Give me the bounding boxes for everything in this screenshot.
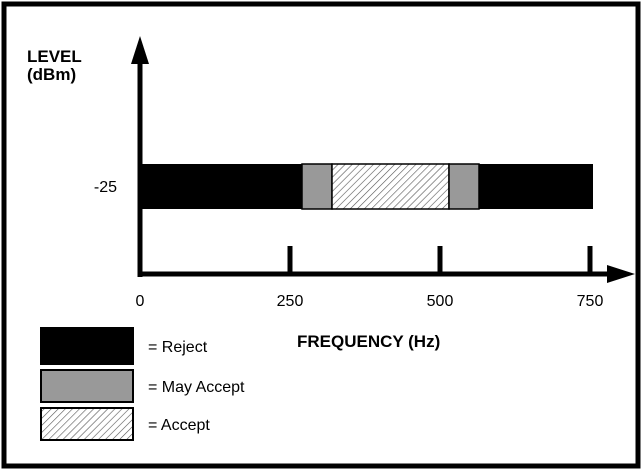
legend-reject-swatch xyxy=(40,327,134,365)
y-axis-label-line2: (dBm) xyxy=(27,65,76,84)
band-group xyxy=(140,163,593,210)
x-axis-arrowhead xyxy=(607,265,635,283)
band-reject xyxy=(140,164,302,209)
x-tick-label: 0 xyxy=(136,293,145,310)
band-may-accept xyxy=(448,163,480,210)
legend-accept-swatch xyxy=(40,407,134,441)
x-tick-group: 0 250 500 750 xyxy=(136,246,604,310)
y-tick-label: -25 xyxy=(94,179,117,196)
legend-may-accept-label: = May Accept xyxy=(148,379,245,396)
x-axis-label: FREQUENCY (Hz) xyxy=(297,332,440,351)
band-accept xyxy=(331,163,450,210)
legend: = Reject = May Accept = Accept xyxy=(40,327,245,441)
legend-may-accept-swatch xyxy=(40,369,134,403)
legend-reject-label: = Reject xyxy=(148,339,208,356)
legend-accept-label: = Accept xyxy=(148,417,210,434)
x-tick-label: 250 xyxy=(277,293,304,310)
y-axis-label-line1: LEVEL xyxy=(27,47,82,66)
x-tick-label: 750 xyxy=(577,293,604,310)
x-tick-label: 500 xyxy=(427,293,454,310)
band-reject xyxy=(479,164,593,209)
y-axis-arrowhead xyxy=(131,36,149,64)
band-may-accept xyxy=(301,163,333,210)
